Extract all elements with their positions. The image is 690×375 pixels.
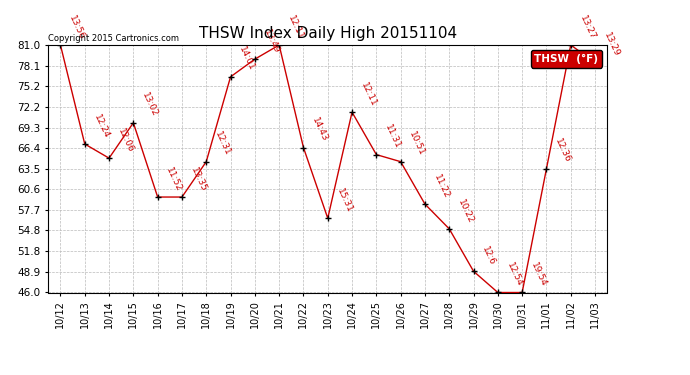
Text: 13:35: 13:35 <box>189 166 208 193</box>
Text: 13:27: 13:27 <box>578 14 597 41</box>
Text: 11:52: 11:52 <box>165 166 184 193</box>
Text: 12:11: 12:11 <box>286 14 305 41</box>
Text: 12:06: 12:06 <box>116 127 135 154</box>
Text: 11:31: 11:31 <box>383 123 402 150</box>
Text: 12:24: 12:24 <box>92 113 110 140</box>
Text: 13:02: 13:02 <box>140 92 159 118</box>
Text: 12:36: 12:36 <box>553 138 573 165</box>
Text: 13:29: 13:29 <box>602 32 621 58</box>
Text: 12:11: 12:11 <box>359 81 378 108</box>
Text: 14:01: 14:01 <box>237 45 257 73</box>
Text: Copyright 2015 Cartronics.com: Copyright 2015 Cartronics.com <box>48 33 179 42</box>
Text: 14:43: 14:43 <box>310 116 329 143</box>
Title: THSW Index Daily High 20151104: THSW Index Daily High 20151104 <box>199 26 457 41</box>
Text: 12:31: 12:31 <box>213 130 233 158</box>
Legend: THSW  (°F): THSW (°F) <box>531 50 602 68</box>
Text: 12:54: 12:54 <box>505 261 524 288</box>
Text: 12:6: 12:6 <box>480 245 497 267</box>
Text: 13:49: 13:49 <box>262 28 281 55</box>
Text: 19:54: 19:54 <box>529 261 548 288</box>
Text: 10:51: 10:51 <box>408 130 426 158</box>
Text: 15:31: 15:31 <box>335 187 354 214</box>
Text: 13:56: 13:56 <box>68 13 86 41</box>
Text: 11:22: 11:22 <box>432 173 451 200</box>
Text: 10:22: 10:22 <box>456 198 475 225</box>
